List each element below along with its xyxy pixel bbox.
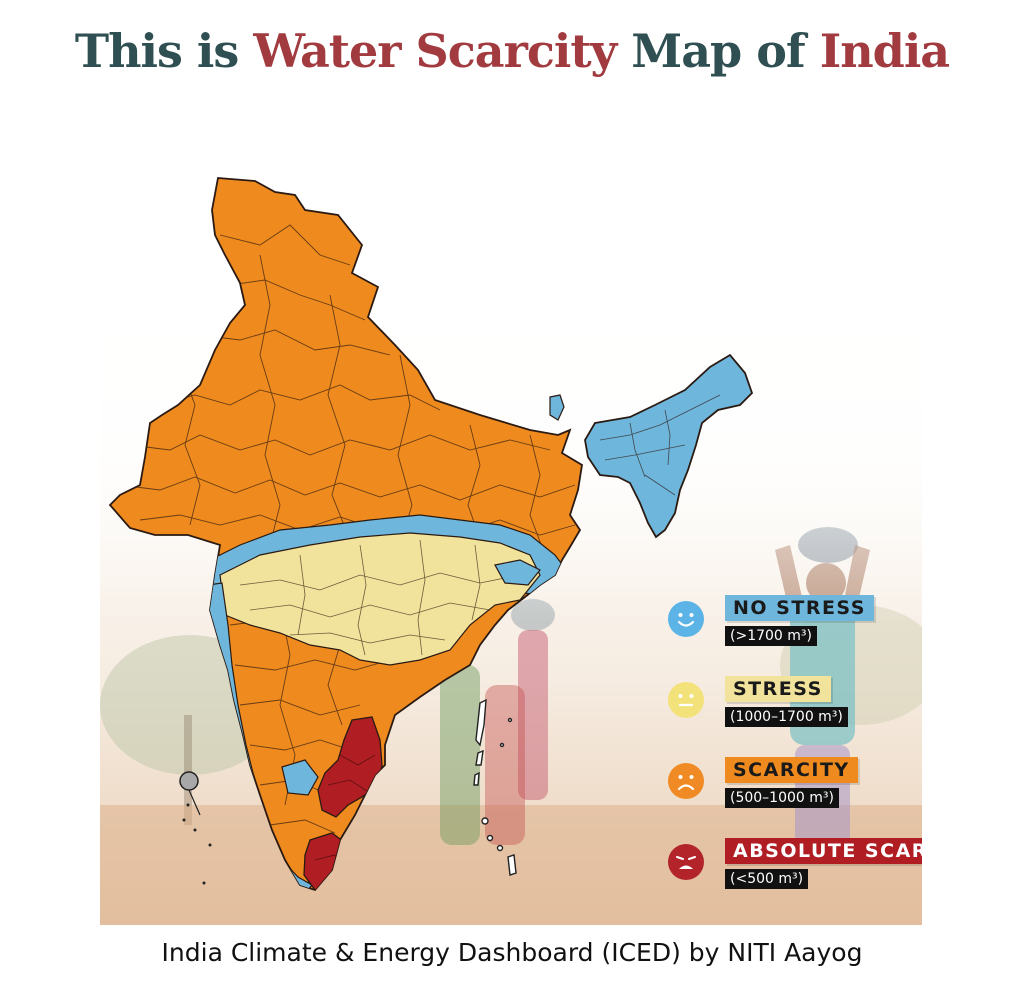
- legend-range: (>1700 m³): [725, 626, 817, 646]
- legend-range: (1000–1700 m³): [725, 707, 848, 727]
- andaman-nicobar-islands: [473, 698, 517, 876]
- stress-district-boundaries: [239, 539, 521, 656]
- crying-face-icon: [668, 844, 704, 880]
- northeast-district-boundaries: [599, 394, 721, 496]
- region-no-stress-south: [281, 759, 319, 796]
- smiling-face-icon: [668, 601, 704, 637]
- frowning-face-icon: [668, 763, 704, 799]
- legend-range: (500–1000 m³): [725, 788, 839, 808]
- region-no-stress-east: [494, 559, 541, 586]
- title-part-3: Map of: [616, 24, 820, 78]
- legend-label: ABSOLUTE SCARCITY: [725, 838, 922, 864]
- region-no-stress-northeast: [584, 353, 754, 539]
- region-absolute-scarcity-tn: [317, 716, 383, 818]
- india-water-scarcity-map: [108, 177, 754, 892]
- source-caption: India Climate & Energy Dashboard (ICED) …: [161, 938, 863, 967]
- region-no-stress-sikkim: [549, 394, 565, 421]
- region-absolute-scarcity-south-tip: [303, 832, 349, 890]
- title-part-1: This is: [74, 24, 254, 78]
- page-title: This is Water Scarcity Map of India: [0, 24, 1024, 78]
- legend-label: STRESS: [725, 676, 831, 702]
- legend-label: NO STRESS: [725, 595, 874, 621]
- neutral-face-icon: [668, 682, 704, 718]
- map-panel: NO STRESS (>1700 m³) STRESS (1000–1700 m…: [100, 105, 922, 925]
- legend-range: (<500 m³): [725, 869, 809, 889]
- title-part-4: India: [819, 24, 950, 78]
- lakshadweep-islands: [179, 771, 212, 885]
- region-stress-central: [219, 532, 541, 666]
- title-part-2: Water Scarcity: [253, 24, 617, 78]
- legend-label: SCARCITY: [725, 757, 858, 783]
